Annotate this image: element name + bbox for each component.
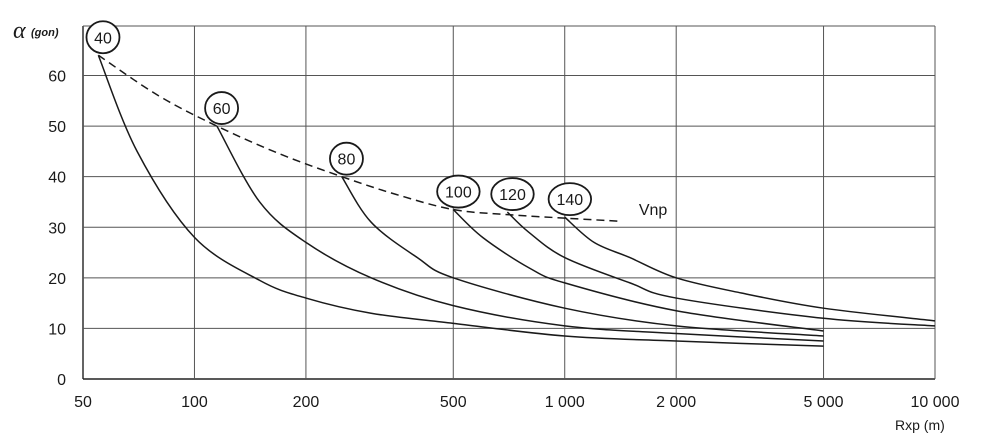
x-tick-label: 50: [74, 394, 92, 411]
x-tick-label: 2 000: [656, 394, 696, 411]
y-tick-label: 60: [48, 69, 66, 86]
y-axis-title: α (gon): [13, 18, 59, 44]
tick-labels: 0 10 20 30 40 50 60 50 100 200 500 1 000 2 000 5 000 1…: [48, 69, 959, 412]
y-tick-label: 30: [48, 220, 66, 237]
vnp-dashed-line: [97, 54, 619, 222]
speed-marker-label: 40: [94, 30, 112, 47]
speed-marker-circle: [490, 177, 535, 211]
x-tick-label: 500: [440, 394, 467, 411]
series-lines: [97, 54, 936, 347]
x-tick-label: 200: [293, 394, 320, 411]
x-axis-title: Rxp (m): [895, 417, 945, 433]
series-line-60: [216, 125, 824, 342]
speed-marker-label: 120: [499, 187, 526, 204]
speed-markers: 40 60 80 100 120 140: [85, 20, 593, 217]
x-tick-label: 10 000: [911, 394, 960, 411]
y-tick-label: 20: [48, 271, 66, 288]
x-tick-label: 1 000: [545, 394, 585, 411]
speed-marker-circle: [436, 174, 481, 209]
speed-marker-label: 80: [338, 152, 356, 169]
y-tick-label: 40: [48, 170, 66, 187]
y-tick-label: 0: [57, 372, 66, 389]
y-axis-subscript: (gon): [31, 27, 59, 39]
speed-marker-label: 100: [445, 185, 472, 202]
series-line-140: [564, 216, 936, 322]
speed-marker-circle: [85, 20, 121, 55]
speed-marker-circle: [329, 141, 364, 176]
speed-marker-label: 140: [557, 192, 584, 209]
y-axis-symbol: α: [13, 18, 26, 44]
speed-marker-circle: [204, 91, 239, 125]
series-line-100: [452, 209, 824, 332]
y-tick-label: 10: [48, 321, 66, 338]
speed-marker-circle: [547, 182, 593, 217]
speed-marker-label: 60: [213, 101, 231, 118]
x-tick-label: 100: [181, 394, 208, 411]
vnp-curve: Vnp: [97, 54, 668, 222]
series-line-80: [341, 176, 824, 337]
x-tick-label: 5 000: [804, 394, 844, 411]
vnp-label: Vnp: [639, 202, 668, 219]
y-tick-label: 50: [48, 119, 66, 136]
series-line-40: [97, 54, 824, 347]
series-line-120: [506, 211, 936, 327]
